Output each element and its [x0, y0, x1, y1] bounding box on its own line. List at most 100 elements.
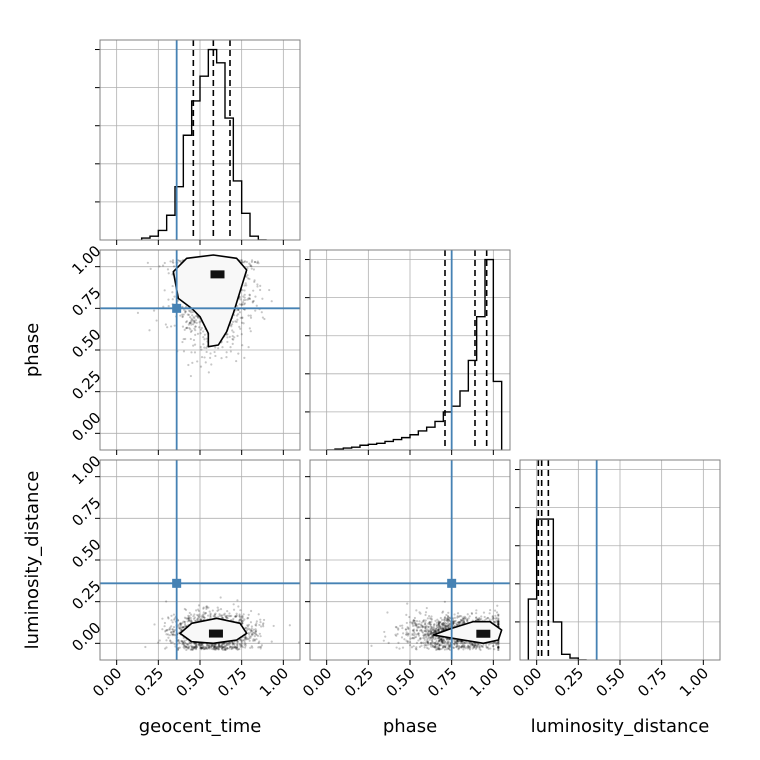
sample-point	[251, 301, 254, 304]
sample-point	[401, 646, 405, 649]
sample-point	[250, 632, 253, 635]
sample-point	[429, 636, 432, 640]
sample-point	[244, 642, 247, 646]
sample-point	[246, 637, 249, 641]
sample-point	[189, 613, 193, 616]
sample-point	[430, 645, 433, 648]
sample-point	[263, 317, 266, 321]
sample-point	[240, 641, 243, 644]
sample-point	[442, 623, 446, 627]
sample-point	[461, 621, 464, 624]
x-tick-label: 1.00	[676, 664, 712, 700]
sample-point	[444, 622, 447, 625]
sample-point	[437, 628, 440, 631]
sample-point	[463, 617, 466, 620]
sample-point	[179, 314, 182, 317]
sample-point	[183, 647, 186, 650]
sample-point	[424, 627, 427, 630]
sample-point	[446, 641, 449, 644]
sample-point	[453, 616, 456, 619]
sample-point	[461, 619, 464, 622]
sample-point	[229, 645, 232, 648]
sample-point	[250, 267, 253, 270]
sample-point	[458, 639, 461, 643]
sample-point	[192, 647, 196, 650]
sample-point	[415, 629, 418, 632]
sample-point	[497, 621, 500, 624]
sample-point	[202, 646, 205, 649]
sample-point	[465, 641, 469, 644]
sample-point	[492, 617, 495, 620]
sample-point	[158, 639, 161, 642]
sample-point	[461, 643, 464, 646]
sample-point	[420, 624, 423, 627]
sample-point	[470, 643, 474, 646]
sample-point	[443, 616, 446, 620]
sample-point	[170, 641, 173, 644]
sample-point	[418, 645, 422, 648]
sample-point	[238, 642, 241, 646]
sample-point	[226, 610, 229, 613]
sample-point	[440, 627, 443, 631]
sample-point	[231, 334, 234, 338]
sample-point	[460, 644, 463, 648]
sample-point	[497, 619, 500, 622]
sample-point	[201, 646, 204, 649]
sample-point	[429, 630, 432, 633]
sample-point	[246, 628, 249, 631]
sample-point	[179, 622, 182, 625]
sample-point	[165, 628, 169, 632]
sample-point	[241, 622, 244, 625]
sample-point	[167, 636, 170, 639]
sample-point	[423, 644, 426, 647]
sample-point	[463, 642, 466, 645]
sample-point	[433, 623, 436, 626]
sample-point	[207, 614, 210, 617]
sample-point	[436, 629, 439, 632]
sample-point	[430, 638, 434, 641]
sample-point	[452, 646, 456, 649]
sample-point	[452, 621, 455, 624]
sample-point	[469, 643, 472, 647]
sample-point	[229, 350, 232, 353]
sample-point	[185, 617, 188, 620]
sample-point	[432, 631, 435, 635]
sample-point	[205, 346, 208, 350]
sample-point	[247, 631, 250, 635]
sample-point	[211, 644, 214, 647]
sample-point	[228, 647, 231, 650]
sample-point	[447, 640, 450, 643]
sample-point	[177, 640, 181, 643]
sample-point	[441, 638, 444, 641]
sample-point	[182, 337, 185, 341]
sample-point	[425, 636, 428, 639]
sample-point	[442, 645, 445, 649]
sample-point	[201, 646, 204, 649]
sample-point	[195, 643, 198, 646]
sample-point	[435, 645, 438, 649]
sample-point	[448, 645, 452, 648]
sample-point	[497, 645, 500, 649]
sample-point	[409, 640, 412, 644]
sample-point	[193, 645, 196, 649]
sample-point	[433, 641, 437, 644]
sample-point	[195, 646, 199, 649]
sample-point	[226, 647, 229, 650]
sample-point	[173, 634, 177, 637]
sample-point	[454, 641, 458, 644]
sample-point	[250, 629, 253, 632]
sample-point	[440, 647, 443, 651]
sample-point	[242, 619, 245, 622]
sample-point	[218, 644, 221, 647]
sample-point	[423, 633, 427, 636]
sample-point	[200, 646, 204, 649]
sample-point	[240, 643, 243, 646]
sample-point	[219, 614, 222, 617]
sample-point	[415, 629, 419, 632]
sample-point	[236, 334, 239, 337]
sample-point	[242, 295, 245, 298]
sample-point	[406, 640, 409, 643]
sample-point	[213, 644, 216, 647]
sample-point	[448, 616, 452, 619]
sample-point	[442, 639, 445, 642]
